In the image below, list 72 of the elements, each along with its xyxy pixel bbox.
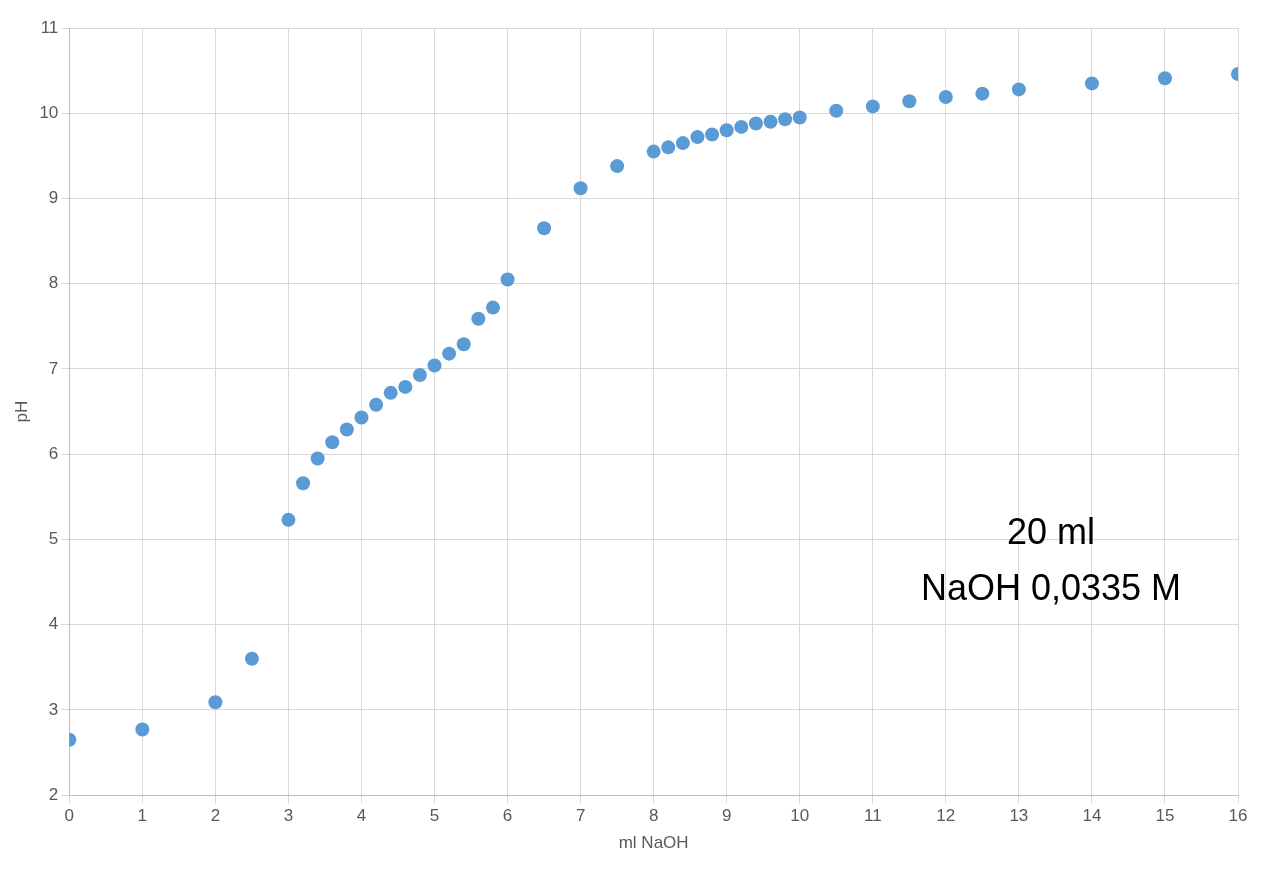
y-tick-label: 11 [40,17,59,37]
y-tick-label: 7 [48,358,59,378]
x-tick-label: 11 [863,806,882,826]
point [135,722,150,737]
point [1157,71,1172,86]
point [296,476,311,491]
y-tick-label: 10 [39,102,59,122]
y-tick-label: 8 [48,273,59,293]
point [456,337,471,352]
point [208,695,223,710]
x-tick-label: 0 [64,806,75,826]
x-tick-label: 7 [575,806,586,826]
point [748,116,763,131]
point [734,119,749,134]
point [310,451,325,466]
x-axis-title: ml NaOH [618,833,689,853]
y-tick-label: 3 [48,699,59,719]
point [902,94,917,109]
point [938,90,953,105]
x-tick-label: 1 [137,806,148,826]
y-axis-title: pH [11,400,31,423]
x-tick-label: 2 [210,806,221,826]
point [383,385,398,400]
point [778,112,793,127]
annotation: 20 ml [1006,511,1096,553]
y-tick-label: 9 [48,188,59,208]
point [690,130,705,145]
point [325,435,340,450]
point [485,300,500,315]
point [661,140,676,155]
x-tick-label: 8 [648,806,659,826]
x-tick-label: 15 [1155,806,1175,826]
point [573,181,588,196]
point [412,367,427,382]
point [398,379,413,394]
y-tick-label: 2 [48,784,59,804]
x-tick-label: 16 [1228,806,1248,826]
point [281,512,296,527]
point [829,103,844,118]
point [354,410,369,425]
point [537,221,552,236]
point [369,397,384,412]
x-tick-label: 10 [790,806,810,826]
x-tick-label: 13 [1009,806,1029,826]
point [471,311,486,326]
point [339,422,354,437]
point [244,651,259,666]
y-tick-label: 5 [48,529,59,549]
x-tick-label: 3 [283,806,294,826]
point [705,127,720,142]
point [610,159,625,174]
y-tick-label: 4 [48,614,59,634]
point [1084,76,1099,91]
point [646,144,661,159]
y-tick-label: 6 [48,443,59,463]
x-tick-label: 6 [502,806,513,826]
point [763,114,778,129]
point [442,346,457,361]
x-tick-label: 14 [1082,806,1102,826]
annotation: NaOH 0,0335 M [920,567,1182,609]
point [1011,82,1026,97]
point [975,86,990,101]
x-tick-label: 12 [936,806,956,826]
x-tick-label: 4 [356,806,367,826]
point [792,110,807,125]
x-tick-label: 9 [721,806,732,826]
point [865,99,880,114]
point [719,123,734,138]
point [427,358,442,373]
point [675,136,690,151]
x-tick-label: 5 [429,806,440,826]
point [500,272,515,287]
